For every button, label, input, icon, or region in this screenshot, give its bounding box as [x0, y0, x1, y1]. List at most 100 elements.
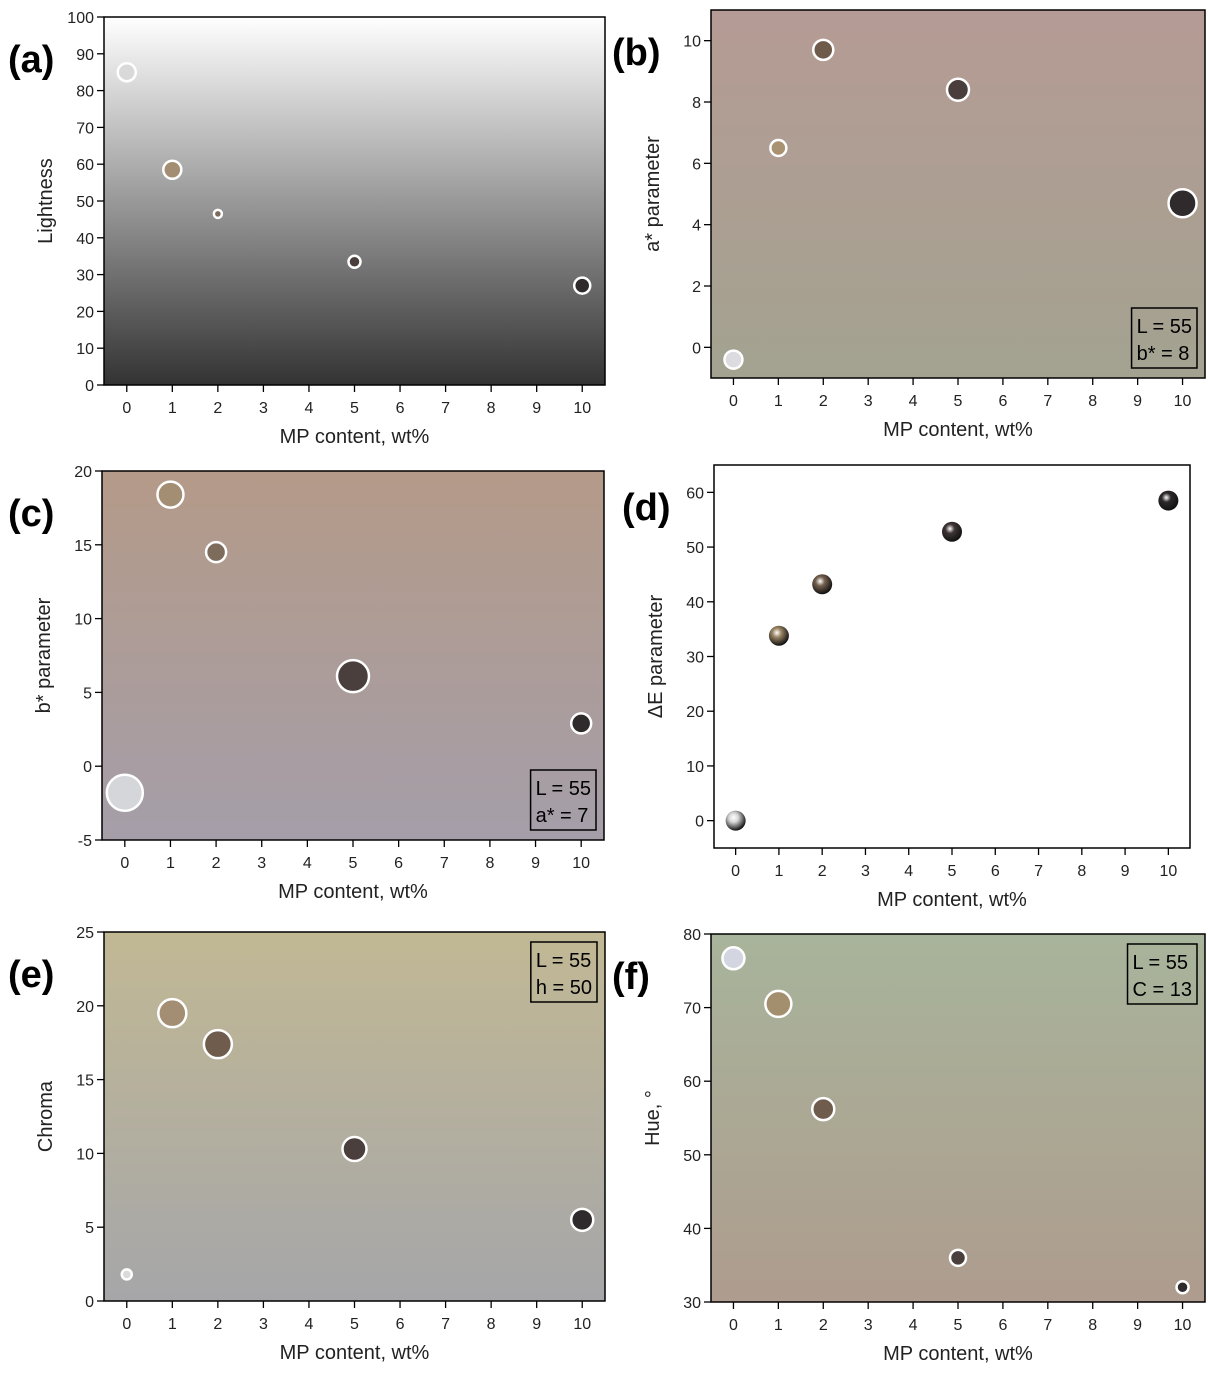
x-tick-label: 10 — [1159, 863, 1177, 880]
plot-background — [102, 471, 604, 840]
data-point — [202, 1028, 234, 1060]
x-tick-label: 1 — [774, 863, 783, 880]
x-tick-label: 5 — [350, 1316, 359, 1333]
y-tick-label: 90 — [76, 47, 94, 64]
data-point — [347, 254, 362, 269]
x-tick-label: 1 — [168, 1316, 177, 1333]
data-point — [723, 349, 744, 370]
plot-background — [711, 934, 1205, 1302]
y-axis-label: b* parameter — [33, 597, 55, 713]
data-point — [769, 138, 788, 158]
x-tick-label: 7 — [441, 400, 450, 417]
y-tick-label: 70 — [76, 120, 94, 137]
y-tick-label: 40 — [76, 231, 94, 248]
x-tick-label: 7 — [440, 855, 449, 872]
y-tick-label: 15 — [76, 1073, 94, 1090]
annotation-frame — [1130, 307, 1198, 369]
y-tick-label: 0 — [85, 1294, 94, 1311]
x-tick-label: 6 — [998, 1317, 1007, 1334]
panel-label: (c) — [8, 493, 54, 535]
data-point — [341, 1135, 368, 1163]
x-axis-label: MP content, wt% — [280, 426, 430, 448]
plot-frame — [710, 933, 1206, 1303]
data-point — [764, 989, 793, 1019]
y-tick-label: 50 — [76, 194, 94, 211]
plot-frame — [103, 16, 606, 386]
x-tick-label: 8 — [487, 400, 496, 417]
x-tick-label: 3 — [864, 1317, 873, 1334]
x-axis-label: MP content, wt% — [280, 1342, 430, 1364]
data-point — [942, 521, 962, 542]
data-point — [811, 1096, 836, 1122]
y-tick-label: 40 — [683, 1221, 701, 1238]
x-tick-label: 9 — [531, 855, 540, 872]
data-point — [1167, 187, 1198, 219]
x-tick-label: 5 — [948, 863, 957, 880]
x-tick-label: 4 — [305, 1316, 314, 1333]
x-tick-label: 3 — [861, 863, 870, 880]
data-point — [1175, 1280, 1190, 1295]
y-tick-label: 20 — [74, 464, 92, 481]
data-point — [572, 276, 592, 295]
y-tick-label: 50 — [686, 540, 704, 557]
data-point — [120, 1268, 134, 1281]
x-tick-label: 2 — [213, 1316, 222, 1333]
y-tick-label: 20 — [686, 704, 704, 721]
x-tick-label: 9 — [532, 400, 541, 417]
x-axis-label: MP content, wt% — [883, 419, 1033, 441]
x-tick-label: 7 — [1043, 393, 1052, 410]
annotation-frame — [529, 769, 597, 831]
x-tick-label: 1 — [774, 393, 783, 410]
data-point — [116, 61, 138, 83]
y-axis-label: Hue, ° — [642, 1090, 664, 1146]
x-tick-label: 8 — [1088, 393, 1097, 410]
y-tick-label: -5 — [78, 833, 92, 850]
y-tick-label: 0 — [695, 814, 704, 831]
x-tick-label: 4 — [909, 393, 918, 410]
x-axis-label: MP content, wt% — [278, 881, 428, 903]
x-tick-label: 6 — [998, 393, 1007, 410]
annotation-text: a* = 7 — [536, 805, 589, 827]
data-point — [725, 810, 746, 831]
y-tick-label: 30 — [683, 1295, 701, 1312]
plot-frame — [710, 9, 1206, 379]
x-tick-label: 2 — [212, 855, 221, 872]
data-point — [768, 625, 789, 646]
y-tick-label: 60 — [686, 485, 704, 502]
annotation-text: C = 13 — [1133, 979, 1192, 1001]
y-axis-label: Chroma — [35, 1080, 57, 1152]
x-tick-label: 6 — [396, 1316, 405, 1333]
x-tick-label: 2 — [818, 863, 827, 880]
x-tick-label: 5 — [954, 393, 963, 410]
x-tick-label: 0 — [122, 1316, 131, 1333]
x-tick-label: 2 — [819, 393, 828, 410]
x-tick-label: 10 — [1174, 1317, 1192, 1334]
y-axis-label: Lightness — [35, 158, 57, 244]
plot-background — [711, 10, 1205, 378]
x-tick-label: 7 — [1043, 1317, 1052, 1334]
y-tick-label: 20 — [76, 999, 94, 1016]
x-tick-label: 3 — [864, 393, 873, 410]
annotation-box: L = 55 h = 50 — [530, 941, 598, 1003]
x-tick-label: 9 — [532, 1316, 541, 1333]
y-tick-label: 60 — [76, 157, 94, 174]
data-point — [569, 712, 593, 735]
y-tick-label: 20 — [76, 304, 94, 321]
data-point — [721, 946, 746, 971]
x-tick-label: 8 — [1077, 863, 1086, 880]
y-tick-label: 30 — [76, 268, 94, 285]
y-tick-label: 5 — [85, 1220, 94, 1237]
y-tick-label: 60 — [683, 1074, 701, 1091]
data-point — [156, 480, 185, 509]
annotation-text: L = 55 — [1133, 952, 1188, 974]
y-tick-label: 0 — [692, 340, 701, 357]
y-tick-label: 100 — [67, 10, 94, 27]
panel-label: (e) — [8, 954, 54, 996]
y-tick-label: 2 — [692, 279, 701, 296]
annotation-box: L = 55 b* = 8 — [1130, 307, 1198, 369]
y-tick-label: 4 — [692, 218, 701, 235]
plot-background — [104, 932, 605, 1301]
data-point — [204, 540, 228, 564]
